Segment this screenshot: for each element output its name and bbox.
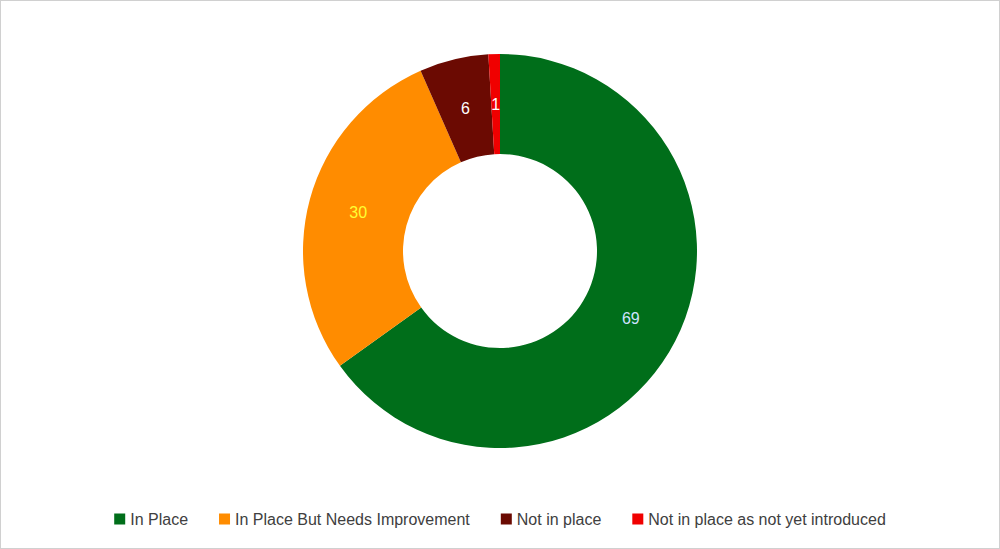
data-label: 6	[461, 100, 470, 117]
slices	[303, 54, 697, 448]
legend-item: In Place But Needs Improvement	[219, 511, 470, 528]
data-label: 69	[622, 310, 640, 327]
legend-label: In Place But Needs Improvement	[235, 511, 470, 528]
legend-item: Not in place	[501, 511, 602, 528]
plot: 69 30 6 1	[303, 54, 697, 448]
legend-item: In Place	[114, 511, 188, 528]
slice	[421, 54, 495, 162]
data-labels: 69 30 6 1	[349, 96, 639, 327]
chart: 69 30 6 1 In Place In Place But Needs Improve…	[0, 0, 1000, 549]
legend-swatch	[219, 514, 230, 525]
slice	[303, 71, 461, 366]
legend-item: Not in place as not yet introduced	[632, 511, 885, 528]
legend-label: Not in place	[517, 511, 602, 528]
slice	[488, 54, 500, 154]
data-label: 30	[349, 204, 367, 221]
legend-swatch	[632, 514, 643, 525]
data-label: 1	[491, 96, 500, 113]
legend-swatch	[114, 514, 125, 525]
legend-swatch	[501, 514, 512, 525]
legend-label: Not in place as not yet introduced	[648, 511, 885, 528]
legend: In Place In Place But Needs Improvement No…	[114, 511, 886, 528]
chart-frame	[1, 1, 1000, 549]
legend-label: In Place	[130, 511, 188, 528]
